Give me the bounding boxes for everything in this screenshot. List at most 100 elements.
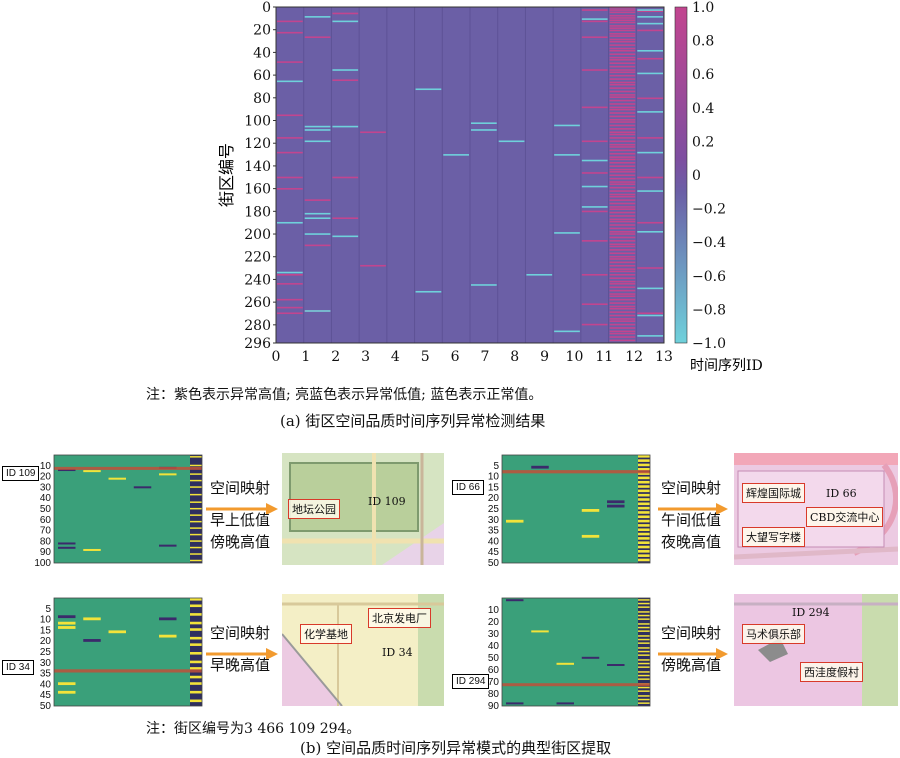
- anomaly-cell-low: [304, 125, 331, 128]
- anomaly-cell-high: [637, 29, 663, 32]
- anomaly-cell-high: [609, 311, 636, 313]
- anomaly-cell-low: [581, 185, 608, 188]
- anomaly-cell-high: [609, 62, 636, 65]
- right-column-high: [638, 455, 650, 458]
- anomaly-cell-high: [581, 69, 608, 71]
- mini-y-tick-label: 40: [40, 679, 52, 690]
- anomaly-cell-high: [609, 124, 636, 127]
- right-column-high: [638, 630, 650, 632]
- anomaly-cell-high: [609, 206, 636, 208]
- colorbar-tick-label: 1.0: [692, 0, 714, 16]
- place-label: 地坛公园: [288, 499, 340, 519]
- anomaly-cell-high: [637, 57, 663, 60]
- anomaly-cell-high: [609, 87, 636, 89]
- anomaly-cell-high: [58, 682, 76, 686]
- anomaly-cell-high: [637, 176, 663, 179]
- map-id-label: ID 294: [792, 606, 830, 619]
- right-column-high: [638, 558, 650, 562]
- anomaly-cell-high: [609, 115, 636, 118]
- anomaly-cell-low: [83, 639, 101, 642]
- anomaly-cell-high: [609, 165, 636, 167]
- x-tick-label: 8: [510, 349, 519, 365]
- mini-y-tick-label: 70: [40, 526, 52, 537]
- right-column-high: [638, 545, 650, 549]
- right-column-high: [638, 515, 650, 519]
- anomaly-cell-low: [637, 190, 663, 192]
- mini-y-tick-label: 35: [488, 526, 500, 537]
- anomaly-cell-high: [609, 78, 636, 80]
- anomaly-cell-high: [609, 255, 636, 258]
- y-tick-label: 60: [253, 68, 271, 84]
- map-id-294: ID 294 马术俱乐部 西洼度假村: [734, 594, 898, 706]
- anomaly-cell-high: [58, 626, 76, 629]
- anomaly-cell-high: [609, 174, 636, 177]
- anomaly-cell-high: [609, 90, 636, 93]
- anomaly-cell-low: [159, 544, 177, 547]
- mini-y-tick-label: 50: [40, 701, 52, 712]
- anomaly-cell-low: [637, 16, 663, 18]
- anomaly-cell-low: [471, 284, 497, 286]
- right-column-high: [190, 643, 202, 646]
- anomaly-cell-high: [609, 181, 636, 183]
- mini-y-tick-label: 20: [40, 472, 52, 483]
- anomaly-cell-high: [637, 312, 663, 315]
- anomaly-cell-high: [609, 71, 636, 74]
- heatmap-axes: 0 1 2 3 4 5 6 7 8 9 10 11 12 130204060801001201401601…: [244, 0, 673, 365]
- x-tick-label: 10: [566, 349, 584, 365]
- map-id-109: 地坛公园 ID 109: [282, 453, 444, 565]
- pattern-line-1: 傍晚高值: [660, 656, 721, 674]
- anomaly-cell-high: [609, 133, 636, 136]
- anomaly-cell-high: [609, 9, 636, 11]
- anomaly-cell-high: [609, 283, 636, 285]
- right-column-high: [638, 642, 650, 644]
- anomaly-cell-high: [609, 195, 636, 198]
- x-tick-label: 4: [391, 349, 400, 365]
- anomaly-cell-low: [304, 129, 331, 131]
- y-tick-label: 180: [244, 204, 271, 220]
- anomaly-cell-high: [609, 314, 636, 317]
- right-column-high: [638, 489, 650, 493]
- mini-y-tick-label: 20: [488, 493, 500, 504]
- right-column-high: [190, 660, 202, 664]
- right-column-high: [638, 459, 650, 462]
- place-label: 西洼度假村: [800, 662, 863, 682]
- right-column-high: [638, 690, 650, 692]
- anomaly-cell-high: [609, 289, 636, 292]
- anomaly-cell-high: [277, 61, 303, 63]
- right-column-high: [638, 463, 650, 467]
- anomaly-cell-low: [304, 140, 331, 143]
- right-column-high: [190, 636, 202, 640]
- anomaly-cell-low: [637, 287, 663, 290]
- note-b: 注：街区编号为3 466 109 294。: [146, 721, 361, 737]
- map-background: [282, 453, 444, 565]
- anomaly-cell-low: [159, 617, 177, 621]
- anomaly-cell-high: [277, 273, 303, 276]
- anomaly-cell-high: [609, 302, 636, 304]
- anomaly-cell-low: [637, 151, 663, 154]
- anomaly-cell-low: [637, 111, 663, 113]
- anomaly-cell-high: [609, 119, 636, 121]
- anomaly-cell-high: [83, 470, 101, 473]
- anomaly-cell-high: [609, 83, 636, 86]
- anomaly-cell-high: [609, 220, 636, 223]
- anomaly-cell-high: [581, 9, 608, 11]
- right-column-high: [638, 467, 650, 471]
- arrow-panel-1: [206, 503, 278, 515]
- mini-y-tick-label: 50: [488, 653, 500, 664]
- right-column-high: [638, 702, 650, 704]
- anomaly-cell-high: [609, 143, 636, 146]
- right-column-high: [638, 472, 650, 475]
- anomaly-cell-low: [581, 18, 608, 20]
- right-column-high: [638, 524, 650, 527]
- y-axis-label: 街区编号: [217, 143, 236, 207]
- anomaly-cell-high: [277, 188, 303, 190]
- anomaly-cell-high: [609, 149, 636, 152]
- right-column-high: [638, 666, 650, 668]
- mini-y-tick-label: 10: [488, 605, 500, 616]
- anomaly-cell-high: [609, 146, 636, 148]
- anomaly-cell-low: [332, 125, 359, 128]
- anomaly-cell-high: [609, 286, 636, 289]
- right-column-high: [638, 550, 650, 553]
- anomaly-cell-high: [360, 131, 386, 134]
